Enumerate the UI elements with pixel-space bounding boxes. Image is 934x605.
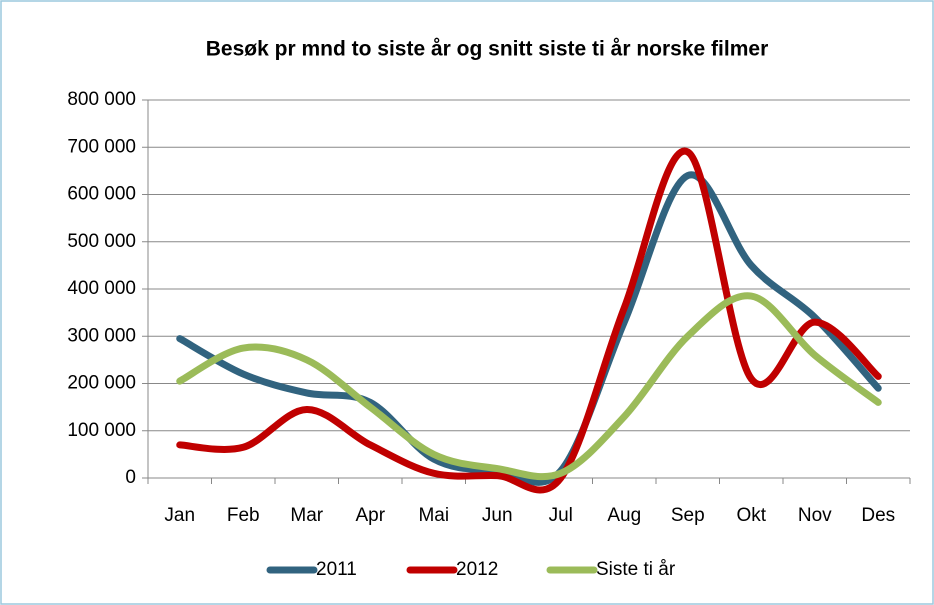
y-tick-label: 300 000 [67,325,136,346]
y-tick-label: 600 000 [67,184,136,205]
y-tick-label: 0 [125,467,136,488]
legend-label: Siste ti år [596,559,676,580]
series-line [176,292,882,481]
chart-title: Besøk pr mnd to siste år og snitt siste … [206,38,769,61]
y-tick-label: 100 000 [67,420,136,441]
x-tick-label: Jan [164,505,195,526]
x-tick-label: Jun [482,505,513,526]
x-tick-label: Mar [290,505,323,526]
y-tick-label: 700 000 [67,136,136,157]
x-tick-label: Okt [736,505,766,526]
series-line [176,147,882,494]
y-tick-label: 800 000 [67,89,136,110]
x-tick-label: Feb [227,505,260,526]
legend-label: 2011 [316,559,357,580]
y-tick-label: 400 000 [67,278,136,299]
x-tick-label: Nov [798,505,832,526]
x-tick-label: Sep [671,505,705,526]
y-tick-label: 200 000 [67,373,136,394]
legend-label: 2012 [456,559,498,580]
x-tick-label: Des [861,505,895,526]
x-tick-label: Jul [549,505,573,526]
x-tick-label: Aug [607,505,641,526]
x-tick-label: Mai [418,505,449,526]
y-tick-label: 500 000 [67,231,136,252]
x-tick-label: Apr [355,505,385,526]
